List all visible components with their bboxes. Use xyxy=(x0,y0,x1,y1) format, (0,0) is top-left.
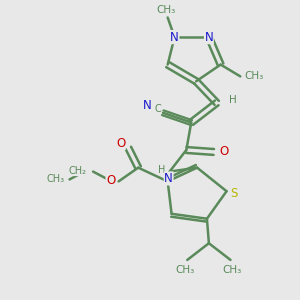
Text: CH₃: CH₃ xyxy=(156,4,175,15)
Text: N: N xyxy=(170,31,179,44)
Text: C: C xyxy=(154,104,161,114)
Text: H: H xyxy=(158,165,166,175)
Text: CH₃: CH₃ xyxy=(176,265,195,275)
Text: O: O xyxy=(106,174,116,187)
Text: CH₃: CH₃ xyxy=(223,265,242,275)
Text: N: N xyxy=(205,31,213,44)
Text: CH₃: CH₃ xyxy=(244,71,264,81)
Text: H: H xyxy=(229,95,236,105)
Text: S: S xyxy=(231,187,238,200)
Text: CH₃: CH₃ xyxy=(47,174,65,184)
Text: N: N xyxy=(164,172,173,185)
Text: CH₂: CH₂ xyxy=(68,166,86,176)
Text: O: O xyxy=(116,136,125,150)
Text: N: N xyxy=(143,99,152,112)
Text: O: O xyxy=(219,146,228,158)
